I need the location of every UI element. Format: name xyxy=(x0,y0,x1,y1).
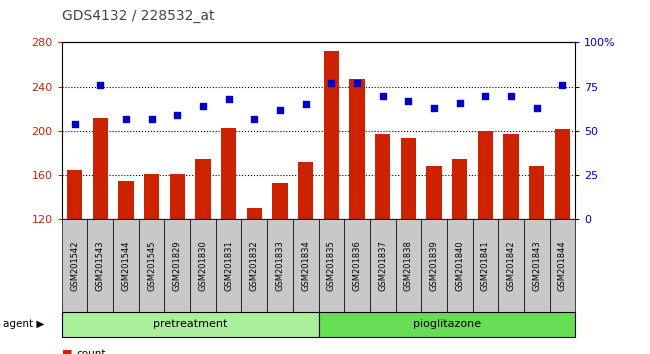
Text: count: count xyxy=(76,349,105,354)
Text: GSM201833: GSM201833 xyxy=(276,240,285,291)
Bar xyxy=(529,166,545,219)
Bar xyxy=(92,118,108,219)
Text: GSM201835: GSM201835 xyxy=(327,240,336,291)
Bar xyxy=(452,159,467,219)
Point xyxy=(454,100,465,105)
Bar xyxy=(118,181,134,219)
Bar xyxy=(503,134,519,219)
Text: GSM201838: GSM201838 xyxy=(404,240,413,291)
Point xyxy=(506,93,516,98)
Point xyxy=(172,112,183,118)
Text: GSM201836: GSM201836 xyxy=(352,240,361,291)
Text: GSM201543: GSM201543 xyxy=(96,240,105,291)
Bar xyxy=(554,129,570,219)
Text: GSM201837: GSM201837 xyxy=(378,240,387,291)
Text: GSM201842: GSM201842 xyxy=(506,240,515,291)
Point xyxy=(403,98,413,104)
Point xyxy=(249,116,259,121)
Bar xyxy=(221,128,237,219)
Point xyxy=(95,82,105,88)
Text: GSM201840: GSM201840 xyxy=(455,240,464,291)
Point xyxy=(224,96,234,102)
Text: GSM201844: GSM201844 xyxy=(558,240,567,291)
Point xyxy=(198,103,208,109)
Point xyxy=(275,107,285,113)
Text: agent ▶: agent ▶ xyxy=(3,319,45,329)
Point xyxy=(146,116,157,121)
Point xyxy=(480,93,491,98)
Point xyxy=(557,82,567,88)
Bar xyxy=(246,209,262,219)
Bar xyxy=(400,138,416,219)
Bar xyxy=(426,166,442,219)
Point xyxy=(326,80,337,86)
Text: ■: ■ xyxy=(62,349,72,354)
Bar xyxy=(144,174,159,219)
Text: pioglitazone: pioglitazone xyxy=(413,319,481,329)
Bar xyxy=(349,79,365,219)
Text: GSM201834: GSM201834 xyxy=(301,240,310,291)
Point xyxy=(429,105,439,111)
Bar xyxy=(324,51,339,219)
Bar xyxy=(195,159,211,219)
Point xyxy=(300,102,311,107)
Point xyxy=(352,80,362,86)
Text: GSM201831: GSM201831 xyxy=(224,240,233,291)
Point xyxy=(121,116,131,121)
Point xyxy=(378,93,388,98)
Text: GSM201829: GSM201829 xyxy=(173,240,182,291)
Text: GSM201841: GSM201841 xyxy=(481,240,490,291)
Text: GSM201839: GSM201839 xyxy=(430,240,439,291)
Point xyxy=(70,121,80,127)
Bar xyxy=(272,183,288,219)
Text: GSM201832: GSM201832 xyxy=(250,240,259,291)
Text: GSM201545: GSM201545 xyxy=(147,240,156,291)
Bar xyxy=(298,162,313,219)
Text: pretreatment: pretreatment xyxy=(153,319,228,329)
Text: GSM201843: GSM201843 xyxy=(532,240,541,291)
Text: GSM201544: GSM201544 xyxy=(122,240,131,291)
Bar xyxy=(375,134,391,219)
Bar xyxy=(67,170,83,219)
Bar xyxy=(170,174,185,219)
Text: GSM201542: GSM201542 xyxy=(70,240,79,291)
Point xyxy=(532,105,542,111)
Text: GSM201830: GSM201830 xyxy=(198,240,207,291)
Bar xyxy=(478,131,493,219)
Text: GDS4132 / 228532_at: GDS4132 / 228532_at xyxy=(62,9,214,23)
